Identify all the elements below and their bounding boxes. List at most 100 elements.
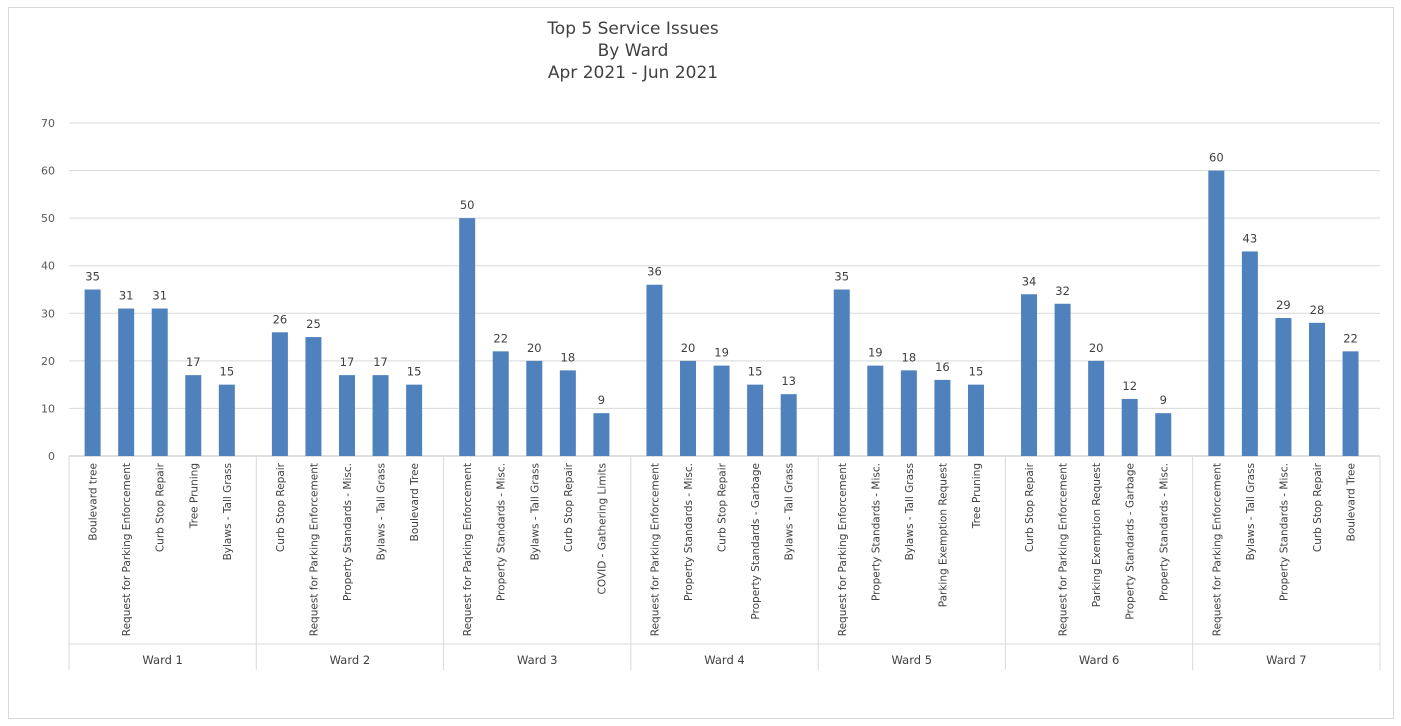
category-label: Tree Pruning <box>188 463 200 529</box>
category-label: Property Standards - Misc. <box>1158 463 1170 601</box>
data-label: 12 <box>1122 379 1137 393</box>
bar <box>271 332 288 456</box>
bar <box>780 394 797 456</box>
data-label: 15 <box>748 365 763 379</box>
data-label: 9 <box>1160 393 1167 407</box>
y-tick-label: 40 <box>41 260 55 273</box>
category-label: Boulevard tree <box>88 463 100 541</box>
data-label: 29 <box>1276 298 1291 312</box>
data-label: 18 <box>561 350 576 364</box>
bar <box>559 370 576 456</box>
bar <box>646 284 663 456</box>
category-label: Bylaws - Tall Grass <box>222 463 234 560</box>
y-tick-label: 50 <box>41 212 55 225</box>
bar <box>1208 170 1225 457</box>
bar <box>713 365 730 456</box>
data-label: 13 <box>781 374 796 388</box>
data-label: 36 <box>647 265 662 279</box>
data-label: 19 <box>868 346 883 360</box>
category-label: Bylaws - Tall Grass <box>529 463 541 560</box>
category-label: Property Standards - Misc. <box>496 463 508 601</box>
category-label: Property Standards - Misc. <box>683 463 695 601</box>
chart-title-line-1: Top 5 Service Issues <box>547 19 719 39</box>
data-label: 20 <box>681 341 696 355</box>
category-label: Boulevard Tree <box>409 463 421 541</box>
category-label: Bylaws - Tall Grass <box>784 463 796 560</box>
bar <box>1088 360 1105 456</box>
data-label: 16 <box>935 360 950 374</box>
group-label: Ward 7 <box>1266 653 1306 667</box>
category-label: Request for Parking Enforcement <box>649 463 661 636</box>
y-tick-label: 30 <box>41 307 55 320</box>
bar <box>372 375 389 456</box>
bar <box>1121 398 1138 456</box>
bar <box>339 375 356 456</box>
bar <box>492 351 509 456</box>
bar <box>1054 303 1071 456</box>
category-label: Bylaws - Tall Grass <box>1245 463 1257 560</box>
category-label: Boulevard Tree <box>1346 463 1358 541</box>
category-label: Parking Exemption Request <box>1091 463 1103 607</box>
category-label: Curb Stop Repair <box>717 462 729 552</box>
category-label: Property Standards - Garbage <box>1125 463 1137 620</box>
data-label: 18 <box>902 350 917 364</box>
category-label: Property Standards - Misc. <box>870 463 882 601</box>
bar <box>934 379 951 456</box>
bar <box>833 289 850 456</box>
chart-title: Top 5 Service Issues By Ward Apr 2021 - … <box>0 18 1266 84</box>
data-label: 35 <box>834 270 849 284</box>
bar <box>900 370 917 456</box>
category-label: Request for Parking Enforcement <box>1058 463 1070 636</box>
category-label: Request for Parking Enforcement <box>308 463 320 636</box>
category-label: Request for Parking Enforcement <box>1211 463 1223 636</box>
group-label: Ward 4 <box>704 653 744 667</box>
data-label: 43 <box>1243 231 1258 245</box>
data-label: 25 <box>306 317 321 331</box>
bar <box>1241 251 1258 456</box>
data-label: 15 <box>969 365 984 379</box>
bar <box>406 384 423 456</box>
data-label: 26 <box>273 312 288 326</box>
bar <box>526 360 543 456</box>
y-tick-label: 0 <box>48 450 55 463</box>
bar <box>1308 322 1325 456</box>
bar <box>84 289 101 456</box>
y-tick-label: 20 <box>41 355 55 368</box>
category-label: Curb Stop Repair <box>155 462 167 552</box>
group-label: Ward 5 <box>892 653 932 667</box>
data-label: 35 <box>85 270 100 284</box>
group-label: Ward 3 <box>517 653 557 667</box>
data-label: 31 <box>152 289 167 303</box>
bar <box>459 218 476 456</box>
chart-title-line-2: By Ward <box>597 41 669 61</box>
category-label: Curb Stop Repair <box>1312 462 1324 552</box>
bar <box>305 337 322 456</box>
data-label: 31 <box>119 289 134 303</box>
bar <box>185 375 202 456</box>
category-label: Tree Pruning <box>971 463 983 529</box>
category-label: Bylaws - Tall Grass <box>376 463 388 560</box>
data-label: 22 <box>1343 331 1358 345</box>
bar <box>1342 351 1359 456</box>
bar <box>151 308 168 456</box>
category-label: Property Standards - Garbage <box>750 463 762 620</box>
group-label: Ward 2 <box>330 653 370 667</box>
y-tick-label: 60 <box>41 165 55 178</box>
bar <box>1021 294 1038 456</box>
data-label: 19 <box>714 346 729 360</box>
group-label: Ward 1 <box>142 653 182 667</box>
bar <box>867 365 884 456</box>
bar <box>1275 318 1292 456</box>
data-label: 32 <box>1055 284 1070 298</box>
data-label: 15 <box>407 365 422 379</box>
y-tick-label: 70 <box>41 117 55 130</box>
data-label: 20 <box>527 341 542 355</box>
data-label: 9 <box>598 393 605 407</box>
data-label: 22 <box>493 331 508 345</box>
bar <box>967 384 984 456</box>
chart-title-line-3: Apr 2021 - Jun 2021 <box>547 63 719 83</box>
data-label: 17 <box>186 355 201 369</box>
bar <box>747 384 764 456</box>
category-label: Property Standards - Misc. <box>342 463 354 601</box>
